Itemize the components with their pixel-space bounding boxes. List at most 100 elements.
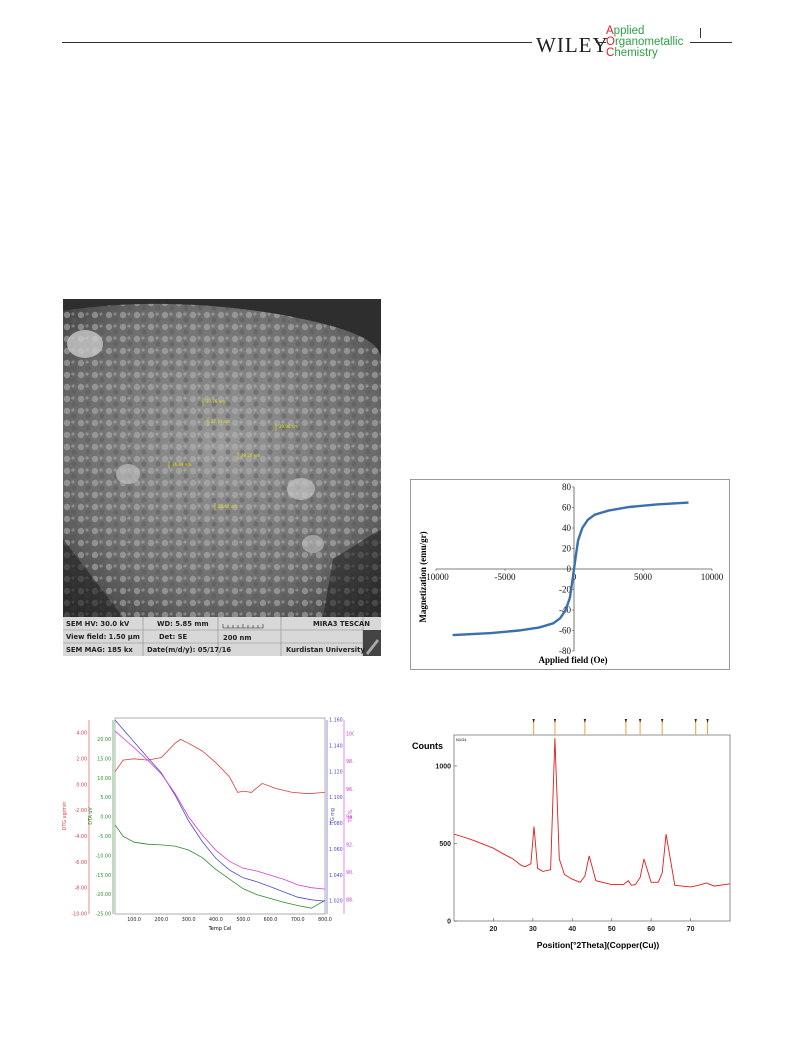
tga-tg_pct-tick: 90.0 — [346, 870, 354, 876]
sem-graphic: 37.76 nm 27.51 nm 29.96 nm 29.26 nm 26.4… — [63, 299, 381, 656]
tga-dta-tick: -25.00 — [96, 912, 111, 918]
page-number-mark — [700, 28, 701, 38]
tga-dtg-tick: 2.00 — [76, 756, 87, 762]
tga-tg_pct-tick: 92.0 — [346, 842, 354, 848]
xrd-y-label: Counts — [412, 741, 443, 751]
tga-dtg-tick: 0.00 — [76, 782, 87, 788]
magnetization-x-tick: -5000 — [495, 572, 516, 582]
xrd-inset-label: N1G4 — [456, 737, 467, 742]
header-rule-right — [690, 42, 732, 43]
tga-tg_pct-tick: 88.0 — [346, 898, 354, 904]
tga-dtg-label: DTG ug/min — [62, 802, 68, 831]
tga-svg: 4.00 2.00 0.00 -2.00 -4.00 -6.00 -8.00 -10.00 20… — [62, 718, 360, 932]
tga-series-tg_pct — [114, 730, 326, 890]
tga-tg-tick: 1.160 — [329, 718, 343, 724]
tga-x-tick: 800.0 — [318, 917, 332, 923]
sem-scale-label: 200 nm — [223, 634, 251, 642]
magnetization-x-tick: 5000 — [634, 572, 653, 582]
journal-cap-1: A — [606, 25, 614, 37]
tga-tg-tick: 1.020 — [329, 899, 343, 905]
xrd-y-tick: 1000 — [435, 764, 451, 771]
sem-wd: WD: 5.85 mm — [157, 620, 209, 628]
magnetization-series-line — [452, 501, 689, 637]
journal-text-2: rganometallic — [614, 36, 684, 48]
tga-x-label: Temp Cel — [208, 926, 232, 932]
sem-measure-2: 27.51 nm — [211, 419, 230, 424]
xrd-x-tick: 40 — [568, 926, 576, 933]
xrd-series-line — [453, 738, 731, 888]
journal-cap-3: C — [606, 47, 615, 59]
magnetization-y-tick: 40 — [562, 523, 572, 533]
sem-instrument: MIRA3 TESCAN — [313, 620, 370, 628]
tga-x-tick: 500.0 — [236, 917, 250, 923]
magnetization-y-tick: -60 — [559, 626, 571, 636]
magnetization-y-tick: -20 — [559, 585, 571, 595]
tga-dta-tick: -10.00 — [96, 853, 111, 859]
magnetization-x-label: Applied field (Oe) — [539, 655, 608, 665]
tga-tg-label: TG mg — [330, 808, 336, 825]
tga-dtg-tick: -6.00 — [75, 860, 87, 866]
xrd-x-tick: 70 — [687, 926, 695, 933]
tga-tg-tick: 1.140 — [329, 743, 343, 749]
journal-title: Applied Organometallic Chemistry — [606, 25, 684, 59]
tga-dta-label: DTA uV — [88, 807, 94, 825]
tga-tg-tick: 1.060 — [329, 847, 343, 853]
xrd-x-label: Position[°2Theta](Copper(Cu)) — [537, 940, 660, 950]
sem-measure-6: 28.67 nm — [218, 504, 237, 509]
tga-dta-tick: 0.00 — [100, 815, 111, 821]
xrd-x-tick: 50 — [608, 926, 616, 933]
magnetization-y-tick: -80 — [559, 646, 571, 656]
magnetization-x-tick: 10000 — [701, 572, 724, 582]
xrd-svg: 1000 500 0 20 30 40 50 60 70 Counts N1G4 Positi… — [412, 719, 731, 950]
tga-dta-tick: -20.00 — [96, 892, 111, 898]
tga-dtg-tick: -10.00 — [72, 912, 87, 918]
xrd-chart: 1000 500 0 20 30 40 50 60 70 Counts N1G4 Positi… — [408, 716, 733, 956]
sem-view-field: View field: 1.50 µm — [66, 633, 140, 641]
publisher-logo: WILEY — [536, 33, 609, 57]
magnetization-y-tick: 60 — [562, 503, 572, 513]
sem-mag: SEM MAG: 185 kx — [66, 646, 133, 654]
sem-measure-3: 29.96 nm — [279, 424, 298, 429]
tga-tg_pct-tick: 96.0 — [346, 787, 354, 793]
magnetization-y-tick: 20 — [562, 544, 572, 554]
xrd-y-tick: 0 — [447, 919, 451, 926]
tga-tg-tick: 1.120 — [329, 769, 343, 775]
magnetization-y-label: Magnetization (emu/gr) — [418, 531, 428, 622]
header-rule-connector — [596, 42, 606, 43]
tga-tg-tick: 1.100 — [329, 795, 343, 801]
sem-measure-4: 29.26 nm — [241, 453, 260, 458]
xrd-x-tick: 30 — [529, 926, 537, 933]
magnetization-x-tick: -10000 — [423, 572, 449, 582]
journal-text-1: pplied — [613, 25, 645, 37]
tga-tg_pct-tick: 100.0 — [346, 731, 354, 737]
tga-x-tick: 100.0 — [127, 917, 141, 923]
xrd-x-tick: 20 — [490, 926, 498, 933]
tga-dta-tick: 15.00 — [97, 756, 111, 762]
tga-x-tick: 200.0 — [154, 917, 168, 923]
tga-chart: 4.00 2.00 0.00 -2.00 -4.00 -6.00 -8.00 -10.00 20… — [62, 716, 360, 940]
sem-detector: Det: SE — [159, 633, 187, 641]
xrd-y-tick: 500 — [439, 841, 451, 848]
tga-dta-tick: -5.00 — [99, 834, 111, 840]
tga-tgpct-label: TG % — [348, 809, 354, 823]
tga-x-tick: 700.0 — [291, 917, 305, 923]
sem-measure-5: 26.49 nm — [172, 462, 191, 467]
sem-institution: Kurdistan University — [286, 646, 365, 654]
sem-measure-1: 37.76 nm — [206, 399, 225, 404]
tga-dta-tick: 20.00 — [97, 737, 111, 743]
tga-tg_pct-tick: 98.0 — [346, 759, 354, 765]
tga-tg-tick: 1.040 — [329, 873, 343, 879]
tga-x-tick: 600.0 — [264, 917, 278, 923]
sem-date: Date(m/d/y): 05/17/16 — [147, 646, 231, 654]
sem-image: 37.76 nm 27.51 nm 29.96 nm 29.26 nm 26.4… — [63, 299, 381, 656]
tga-dtg-tick: 4.00 — [76, 731, 87, 737]
header-rule-left — [62, 42, 532, 43]
tga-dtg-tick: -4.00 — [75, 834, 87, 840]
tga-dta-tick: -15.00 — [96, 873, 111, 879]
tga-x-tick: 300.0 — [182, 917, 196, 923]
tga-tg_pct-tick: 94.0 — [346, 815, 354, 821]
tga-dtg-tick: -8.00 — [75, 886, 87, 892]
xrd-x-tick: 60 — [647, 926, 655, 933]
tga-dta-tick: 5.00 — [100, 795, 111, 801]
